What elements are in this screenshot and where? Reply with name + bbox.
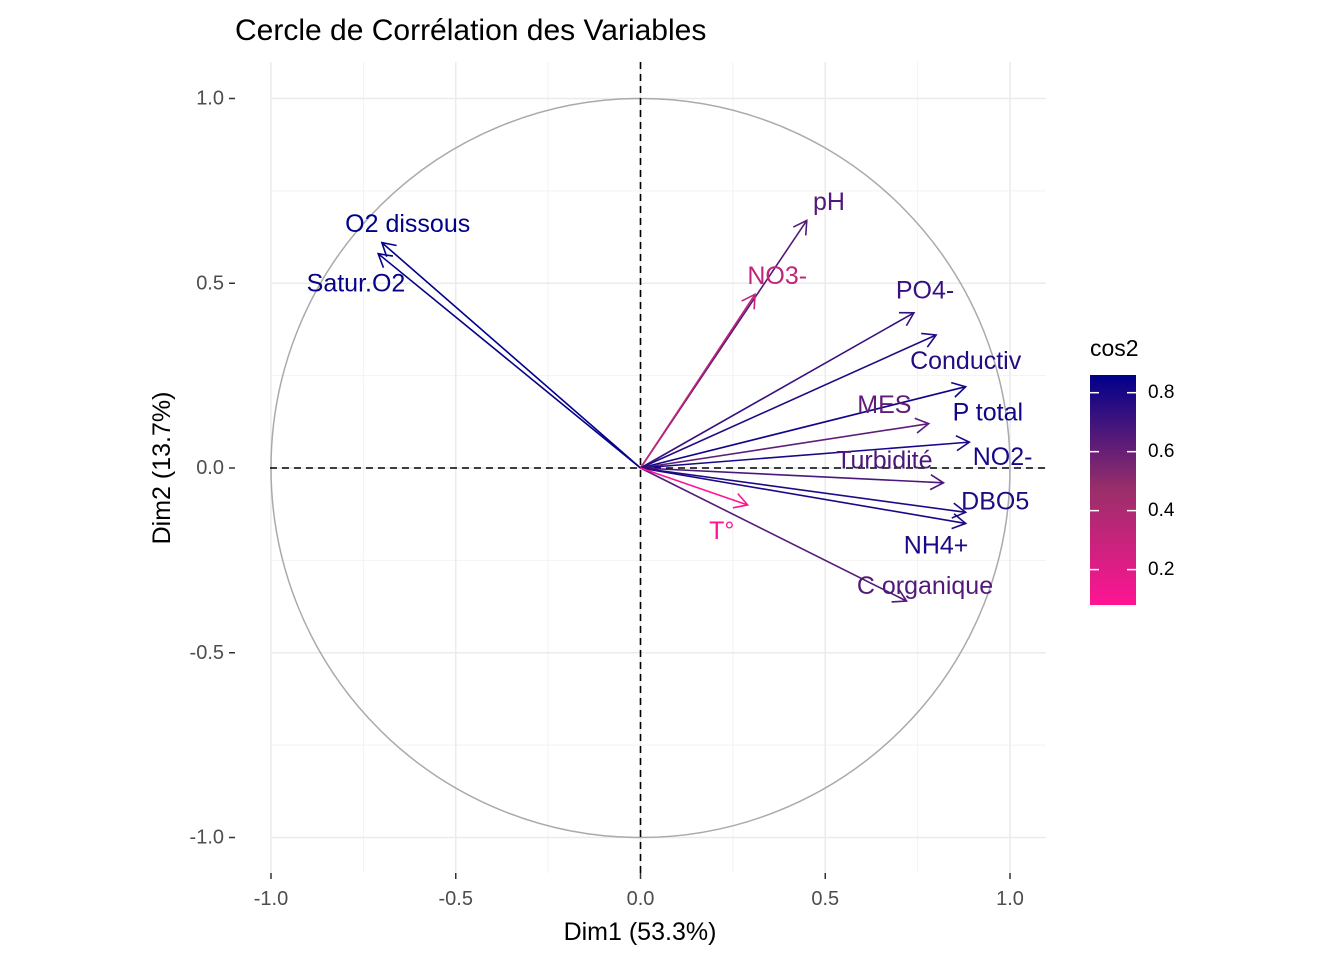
arrow-shaft	[640, 441, 970, 469]
x-tick-label: 1.0	[996, 888, 1024, 910]
legend-tick-label: 0.6	[1148, 441, 1174, 462]
arrow-layer	[376, 219, 971, 603]
arrow-shaft	[381, 242, 642, 469]
arrow-c-organique	[640, 467, 908, 603]
arrow-nh4	[640, 467, 968, 530]
legend-title: cos2	[1090, 335, 1139, 361]
arrow-shaft	[377, 253, 642, 469]
arrow-head	[951, 513, 968, 530]
arrow-shaft	[640, 385, 966, 469]
x-axis-title: Dim1 (53.3%)	[564, 918, 717, 946]
chart-title: Cercle de Corrélation des Variables	[235, 14, 706, 47]
arrow-head	[732, 493, 750, 509]
label-satur-o2: Satur.O2	[307, 269, 406, 297]
arrow-shaft	[640, 334, 937, 469]
label-o2-dissous: O2 dissous	[345, 210, 470, 238]
arrow-head	[914, 417, 931, 434]
label-conductiv: Conductiv	[910, 347, 1022, 375]
legend-colorbar	[1090, 375, 1136, 605]
arrow-shaft	[639, 293, 756, 469]
arrow-mes	[640, 417, 931, 469]
y-tick-label: -0.5	[190, 642, 224, 664]
legend-tick-label: 0.2	[1148, 559, 1174, 580]
legend-ticks: 0.2 0.4 0.6 0.8	[1090, 382, 1175, 580]
label-ph: pH	[813, 188, 845, 216]
arrow-head	[891, 588, 908, 603]
label-dbo5: DBO5	[961, 487, 1029, 515]
arrow-t	[640, 467, 750, 509]
arrow-no3	[639, 292, 756, 469]
axis-layer: -1.0 -0.5 0.0 0.5 1.0 -1.0 -0.5 0.0 0.5 1.0	[190, 88, 1024, 911]
arrow-shaft	[640, 422, 929, 469]
arrow-head	[951, 381, 968, 398]
unit-circle-layer	[270, 62, 1046, 873]
arrow-p-total	[640, 381, 968, 469]
arrow-head	[792, 219, 808, 236]
arrow-head	[955, 434, 971, 452]
y-tick-label: 0.0	[196, 457, 224, 479]
x-tick-label: 0.5	[811, 888, 839, 910]
arrow-shaft	[640, 467, 907, 602]
arrow-shaft	[640, 467, 748, 506]
cos2-legend: cos2 0.2 0.4 0.6 0.8	[1090, 335, 1175, 605]
x-tick-label: -1.0	[254, 888, 288, 910]
y-axis-title: Dim2 (13.7%)	[148, 392, 176, 545]
arrow-head	[898, 311, 916, 327]
x-tick-label: -0.5	[439, 888, 473, 910]
arrow-head	[741, 292, 756, 310]
label-no2: NO2-	[973, 443, 1033, 471]
arrow-shaft	[640, 467, 966, 514]
arrow-head	[376, 252, 394, 269]
label-no3: NO3-	[747, 262, 807, 290]
arrow-shaft	[640, 312, 915, 469]
label-t: T°	[709, 517, 734, 545]
y-tick-label: 0.5	[196, 272, 224, 294]
legend-tick-label: 0.8	[1148, 382, 1174, 403]
arrow-no2	[640, 434, 971, 469]
arrow-o2-dissous	[380, 241, 642, 469]
arrow-head	[929, 473, 946, 491]
legend-tick-label: 0.4	[1148, 500, 1175, 521]
arrow-shaft	[640, 467, 966, 525]
arrow-head	[921, 332, 938, 348]
label-turbidit: Turbidité	[836, 447, 932, 475]
y-tick-label: 1.0	[196, 88, 224, 110]
label-p-total: P total	[953, 399, 1023, 427]
arrow-satur-o2	[376, 252, 642, 469]
y-tick-label: -1.0	[190, 827, 224, 849]
x-tick-label: 0.0	[627, 888, 655, 910]
label-mes: MES	[857, 391, 911, 419]
arrow-shaft	[640, 467, 944, 484]
variable-label-layer: O2 dissous Satur.O2 pH NO3- PO4- Conductiv P t…	[307, 188, 1033, 600]
arrow-turbidit	[640, 467, 946, 491]
arrow-po4	[640, 311, 916, 469]
arrow-conductiv	[640, 332, 938, 469]
arrow-head	[380, 241, 397, 258]
label-c-organique: C organique	[857, 572, 993, 600]
label-nh4: NH4+	[904, 532, 969, 560]
label-po4: PO4-	[896, 277, 954, 305]
